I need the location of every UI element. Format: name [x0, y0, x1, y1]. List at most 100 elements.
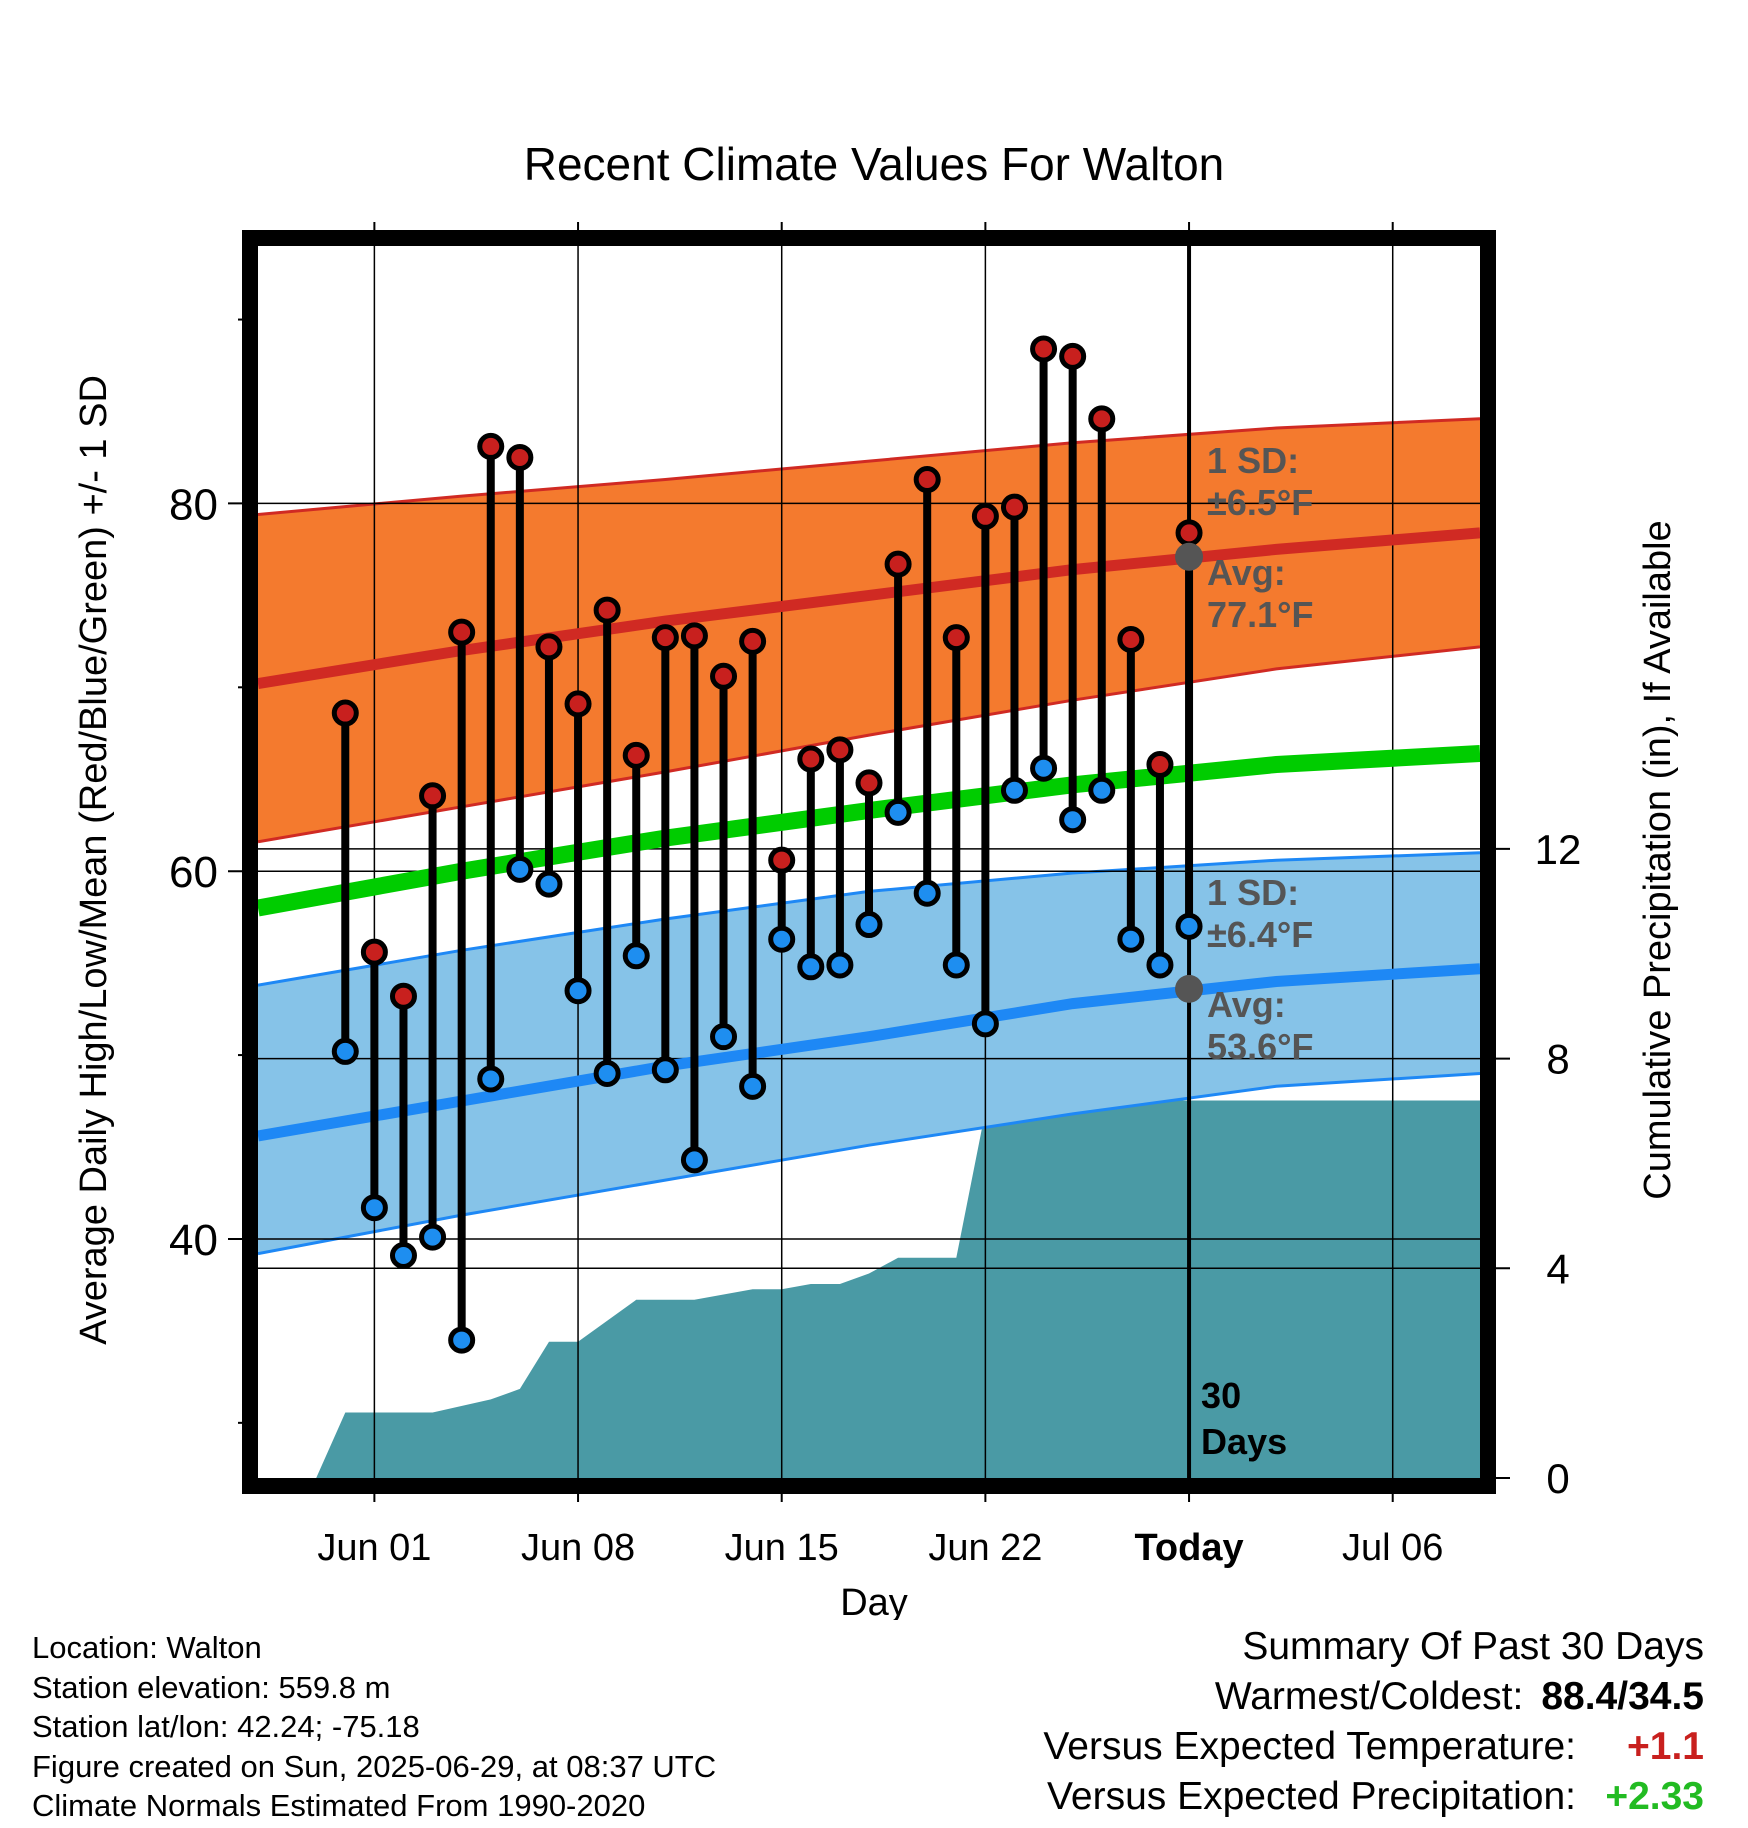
- plot-frame: [242, 230, 1496, 1494]
- x-tick-label: Jun 01: [317, 1527, 431, 1569]
- daily-high-point: [535, 633, 563, 661]
- low-sd-label: 1 SD:: [1207, 872, 1299, 913]
- daily-low-point: [360, 1194, 388, 1222]
- daily-high-point: [564, 690, 592, 718]
- summary-temperature: Versus Expected Temperature: +1.1: [1043, 1722, 1704, 1772]
- daily-low-point: [855, 911, 883, 939]
- y2-tick-label: 4: [1546, 1245, 1569, 1292]
- climate-chart: Recent Climate Values For Walton 1 SD:±6…: [73, 138, 1679, 1620]
- daily-low-point: [448, 1326, 476, 1354]
- daily-low-point: [477, 1065, 505, 1093]
- y2-tick-label: 0: [1546, 1455, 1569, 1502]
- daily-low-point: [768, 925, 796, 953]
- daily-low-point: [419, 1223, 447, 1251]
- daily-high-point: [506, 443, 534, 471]
- days-word-label: Days: [1201, 1421, 1287, 1462]
- daily-high-point: [942, 624, 970, 652]
- daily-low-point: [593, 1059, 621, 1087]
- daily-low-point: [331, 1037, 359, 1065]
- daily-high-point: [1030, 335, 1058, 363]
- daily-low-point: [884, 798, 912, 826]
- daily-high-point: [1117, 626, 1145, 654]
- daily-high-point: [651, 624, 679, 652]
- high-avg-value: 77.1°F: [1207, 594, 1313, 635]
- y2-axis-label: Cumulative Precipitation (in), If Availa…: [1637, 520, 1679, 1199]
- daily-high-point: [477, 432, 505, 460]
- daily-high-point: [768, 846, 796, 874]
- daily-low-point: [942, 951, 970, 979]
- daily-low-point: [680, 1146, 708, 1174]
- x-tick-label: Jun 15: [725, 1527, 839, 1569]
- low-avg-value: 53.6°F: [1207, 1026, 1313, 1067]
- daily-high-point: [884, 550, 912, 578]
- x-tick-label: Jun 08: [521, 1527, 635, 1569]
- plot-layers: [258, 246, 1480, 1478]
- station-info: Location: Walton Station elevation: 559.…: [32, 1628, 716, 1826]
- latlon-text: Station lat/lon: 42.24; -75.18: [32, 1709, 420, 1744]
- daily-high-point: [1088, 405, 1116, 433]
- x-axis-label: Day: [840, 1582, 908, 1620]
- y-tick-label: 60: [169, 848, 218, 897]
- daily-low-point: [1059, 806, 1087, 834]
- daily-high-point: [331, 699, 359, 727]
- daily-high-point: [913, 466, 941, 494]
- daily-low-point: [506, 855, 534, 883]
- warmest-coldest-label: Warmest/Coldest:: [1214, 1675, 1524, 1718]
- high-sd-value: ±6.5°F: [1207, 482, 1313, 523]
- daily-low-point: [651, 1056, 679, 1084]
- daily-low-point: [913, 879, 941, 907]
- daily-low-point: [622, 942, 650, 970]
- y-tick-label: 80: [169, 480, 218, 529]
- daily-high-point: [797, 745, 825, 773]
- low-sd-band: [258, 852, 1480, 1254]
- daily-low-point: [1088, 776, 1116, 804]
- summary-precipitation: Versus Expected Precipitation: +2.33: [1043, 1772, 1704, 1822]
- daily-high-point: [389, 982, 417, 1010]
- daily-low-point: [1146, 951, 1174, 979]
- daily-low-point: [739, 1072, 767, 1100]
- high-sd-upper-edge: [258, 417, 1480, 516]
- high-avg-label: Avg:: [1207, 552, 1286, 593]
- daily-high-point: [680, 622, 708, 650]
- normals-text: Climate Normals Estimated From 1990-2020: [32, 1788, 646, 1823]
- daily-low-point: [1117, 925, 1145, 953]
- high-sd-label: 1 SD:: [1207, 440, 1299, 481]
- daily-low-point: [1175, 912, 1203, 940]
- daily-low-point: [564, 977, 592, 1005]
- daily-low-point: [710, 1023, 738, 1051]
- daily-high-point: [971, 502, 999, 530]
- x-tick-label: Jun 22: [928, 1527, 1042, 1569]
- daily-high-point: [1146, 751, 1174, 779]
- low-sd-value: ±6.4°F: [1207, 914, 1313, 955]
- x-tick-label: Today: [1135, 1527, 1244, 1569]
- high-avg-marker: [1175, 542, 1204, 571]
- daily-high-point: [1059, 342, 1087, 370]
- daily-high-point: [419, 782, 447, 810]
- created-text: Figure created on Sun, 2025-06-29, at 08…: [32, 1748, 717, 1784]
- daily-low-point: [1030, 754, 1058, 782]
- daily-low-point: [826, 951, 854, 979]
- days-count-label: 30: [1201, 1375, 1241, 1416]
- temperature-label: Versus Expected Temperature:: [1043, 1725, 1576, 1768]
- daily-high-point: [855, 769, 883, 797]
- daily-high-point: [826, 736, 854, 764]
- y-tick-label: 40: [169, 1216, 218, 1265]
- daily-low-point: [535, 870, 563, 898]
- daily-high-point: [622, 741, 650, 769]
- daily-low-point: [797, 953, 825, 981]
- daily-low-point: [1000, 776, 1028, 804]
- daily-high-point: [710, 662, 738, 690]
- summary-title: Summary Of Past 30 Days: [1242, 1625, 1704, 1668]
- summary-panel: Summary Of Past 30 Days Warmest/Coldest:…: [1043, 1622, 1704, 1822]
- daily-high-point: [448, 618, 476, 646]
- warmest-coldest-value: 88.4/34.5: [1541, 1675, 1704, 1718]
- low-avg-label: Avg:: [1207, 984, 1286, 1025]
- daily-low-point: [389, 1242, 417, 1270]
- elevation-text: Station elevation: 559.8 m: [32, 1669, 391, 1705]
- daily-high-point: [360, 938, 388, 966]
- y2-tick-label: 12: [1535, 826, 1582, 873]
- precipitation-anomaly-value: +2.33: [1605, 1775, 1704, 1818]
- y2-tick-label: 8: [1546, 1036, 1569, 1083]
- low-avg-marker: [1175, 974, 1204, 1003]
